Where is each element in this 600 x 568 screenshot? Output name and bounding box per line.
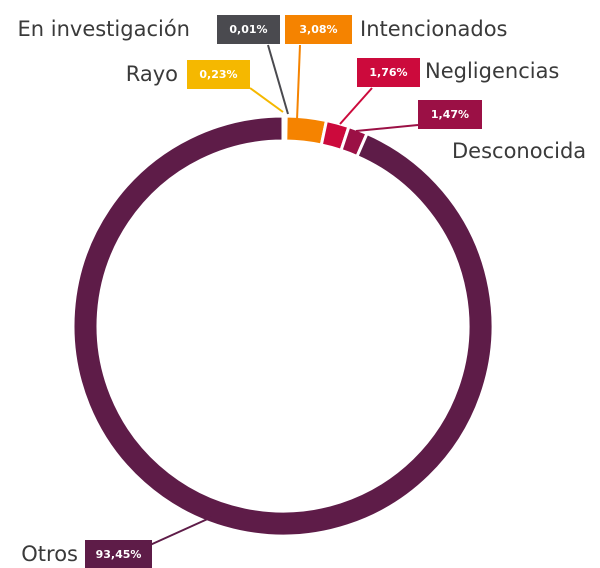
value-label: 1,76% — [369, 66, 407, 79]
category-label: Rayo — [126, 62, 178, 86]
leader-line — [355, 124, 419, 132]
leader-line — [296, 44, 301, 121]
slice — [71, 114, 495, 538]
leader-line — [267, 44, 289, 115]
category-label: En investigación — [18, 17, 191, 41]
value-label: 0,23% — [199, 68, 237, 81]
slice — [284, 114, 329, 147]
leader-line — [339, 87, 373, 125]
value-label: 3,08% — [299, 23, 337, 36]
label-box — [85, 540, 152, 568]
label-box — [418, 100, 482, 129]
leader-line — [249, 87, 284, 113]
category-label: Intencionados — [360, 17, 508, 41]
value-label: 1,47% — [431, 108, 469, 121]
leader-line — [149, 516, 213, 546]
label-box — [217, 15, 280, 44]
label-box — [187, 60, 250, 89]
category-label: Otros — [21, 542, 78, 566]
value-label: 93,45% — [96, 548, 142, 561]
category-label: Desconocida — [452, 139, 586, 163]
category-label: Negligencias — [425, 59, 559, 83]
label-box — [285, 15, 352, 44]
label-box — [357, 58, 420, 87]
value-label: 0,01% — [229, 23, 267, 36]
